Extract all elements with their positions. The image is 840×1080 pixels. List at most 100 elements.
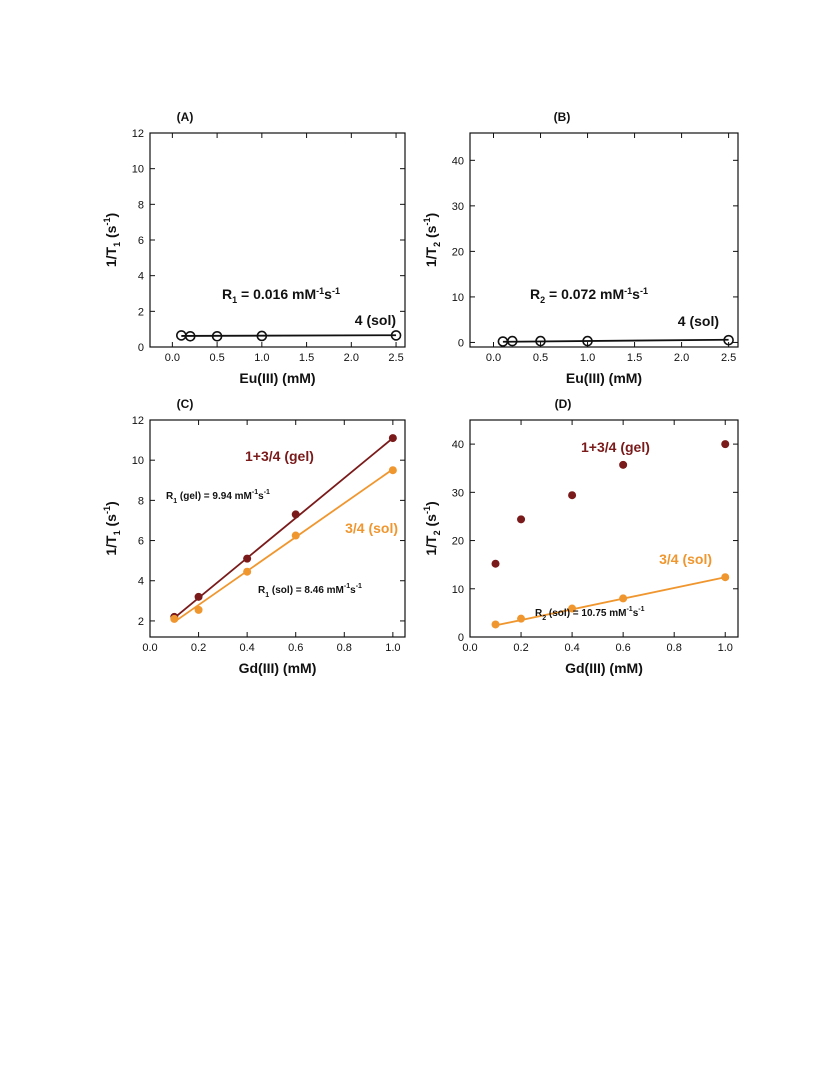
y-tick-label: 10: [132, 455, 144, 467]
fit-line: [495, 576, 726, 627]
y-tick-label: 6: [138, 536, 144, 548]
y-tick-label: 10: [452, 584, 464, 596]
y-tick-label: 40: [452, 439, 464, 451]
panel-label: (A): [177, 110, 194, 124]
data-point: [491, 559, 500, 568]
x-tick-label: 2.0: [674, 352, 689, 364]
panel-c: 0.0 0.2 0.4 0.6 0.8 1.0 2 4 6 8 10 12 (C) Gd(III) (mM…: [102, 397, 406, 676]
data-point: [721, 440, 730, 449]
data-point: [390, 330, 402, 341]
y-tick-label: 20: [452, 246, 464, 258]
data-point: [491, 620, 500, 629]
x-tick-label: 1.0: [718, 642, 733, 654]
data-point: [568, 604, 577, 613]
y-tick-label: 12: [132, 415, 144, 427]
data-point: [256, 330, 268, 342]
data-point: [582, 335, 593, 347]
y-tick-label: 0: [138, 342, 144, 354]
panel-b: 0.0 0.5 1.0 1.5 2.0 2.5 0 10 20 30 40 (B) Eu(III) (m…: [422, 110, 739, 386]
rate-equation: R1 (sol) = 8.46 mM-1s-1: [258, 583, 362, 599]
fit-line: [502, 338, 729, 343]
series-3-4-sol-: 3/4 (sol) R1 (sol) = 8.46 mM-1s-1: [170, 466, 398, 623]
series-label: 4 (sol): [355, 312, 396, 328]
data-point: [723, 334, 734, 346]
y-tick-label: 10: [452, 292, 464, 304]
data-point: [170, 614, 179, 623]
y-axis-label: 1/T2 (s-1): [422, 213, 442, 267]
x-tick-label: 0.8: [337, 642, 352, 654]
y-tick-label: 0: [458, 337, 464, 349]
rate-equation: R1 = 0.016 mM-1s-1: [222, 286, 340, 305]
series-1-3-4-gel-: 1+3/4 (gel): [491, 439, 730, 568]
x-tick-label: 1.5: [627, 352, 642, 364]
x-axis-label: Eu(III) (mM): [566, 370, 642, 386]
plot-frame: [149, 419, 406, 638]
x-tick-label: 1.0: [580, 352, 595, 364]
y-tick-label: 12: [132, 128, 144, 140]
y-tick-label: 30: [452, 487, 464, 499]
data-point: [535, 335, 546, 347]
x-tick-label: 1.0: [385, 642, 400, 654]
data-point: [211, 330, 223, 342]
data-point: [243, 554, 252, 563]
panel-d: 0.0 0.2 0.4 0.6 0.8 1.0 0 10 20 30 40 (D) Gd(III) (m…: [422, 397, 739, 676]
y-tick-label: 4: [138, 271, 144, 283]
series-label: 3/4 (sol): [345, 520, 398, 536]
series-label: 4 (sol): [678, 313, 719, 329]
plot-frame: [469, 419, 739, 638]
x-tick-label: 1.5: [299, 352, 314, 364]
x-tick-label: 0.4: [564, 642, 579, 654]
x-tick-label: 0.2: [513, 642, 528, 654]
panel-label: (D): [555, 397, 572, 411]
series-label: 1+3/4 (gel): [581, 439, 650, 455]
x-tick-label: 2.5: [721, 352, 736, 364]
fit-line: [181, 334, 397, 337]
x-tick-label: 0.5: [533, 352, 548, 364]
x-axis-label: Gd(III) (mM): [239, 660, 317, 676]
data-point: [721, 573, 730, 582]
data-point: [291, 531, 300, 540]
data-point: [517, 515, 526, 524]
series-label: 1+3/4 (gel): [245, 448, 314, 464]
y-tick-label: 4: [138, 576, 144, 588]
y-tick-label: 8: [138, 199, 144, 211]
x-tick-label: 0.6: [288, 642, 303, 654]
x-tick-label: 0.4: [239, 642, 254, 654]
x-tick-label: 0.0: [486, 352, 501, 364]
data-point: [507, 335, 518, 347]
fit-line: [173, 468, 394, 623]
data-point: [568, 491, 577, 500]
panel-a: 0.0 0.5 1.0 1.5 2.0 2.5 0 2 4 6 8 10 12 (A) Eu(III) (m…: [102, 110, 406, 386]
series-1-3-4-gel-: 1+3/4 (gel) R1 (gel) = 9.94 mM-1s-1: [166, 434, 397, 621]
x-tick-label: 0.0: [142, 642, 157, 654]
x-tick-label: 0.5: [209, 352, 224, 364]
x-tick-label: 0.0: [165, 352, 180, 364]
y-tick-label: 30: [452, 201, 464, 213]
data-point: [388, 466, 397, 475]
data-point: [194, 605, 203, 614]
y-tick-label: 8: [138, 495, 144, 507]
rate-equation: R2 = 0.072 mM-1s-1: [530, 286, 648, 305]
y-axis-label: 1/T2 (s-1): [422, 501, 442, 555]
panel-label: (B): [554, 110, 571, 124]
plot-frame: [469, 132, 739, 348]
x-tick-label: 2.5: [388, 352, 403, 364]
y-tick-label: 2: [138, 306, 144, 318]
series-4-sol-: 4 (sol): [497, 313, 734, 347]
series-label: 3/4 (sol): [659, 551, 712, 567]
data-point: [619, 594, 628, 603]
y-tick-label: 40: [452, 155, 464, 167]
data-point: [184, 330, 196, 342]
series-3-4-sol-: 3/4 (sol) R2 (sol) = 10.75 mM-1s-1: [491, 551, 730, 629]
x-tick-label: 1.0: [254, 352, 269, 364]
y-tick-label: 0: [458, 632, 464, 644]
x-tick-label: 0.0: [462, 642, 477, 654]
y-tick-label: 2: [138, 616, 144, 628]
series-4-sol-: 4 (sol): [176, 312, 402, 342]
data-point: [194, 592, 203, 601]
data-point: [243, 567, 252, 576]
data-point: [517, 614, 526, 623]
fit-line: [173, 437, 394, 619]
y-tick-label: 10: [132, 164, 144, 176]
